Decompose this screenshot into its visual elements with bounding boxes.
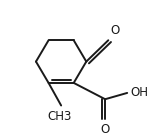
Text: CH3: CH3 <box>47 111 72 124</box>
Text: O: O <box>100 123 110 136</box>
Text: O: O <box>111 23 120 37</box>
Text: OH: OH <box>130 86 148 99</box>
